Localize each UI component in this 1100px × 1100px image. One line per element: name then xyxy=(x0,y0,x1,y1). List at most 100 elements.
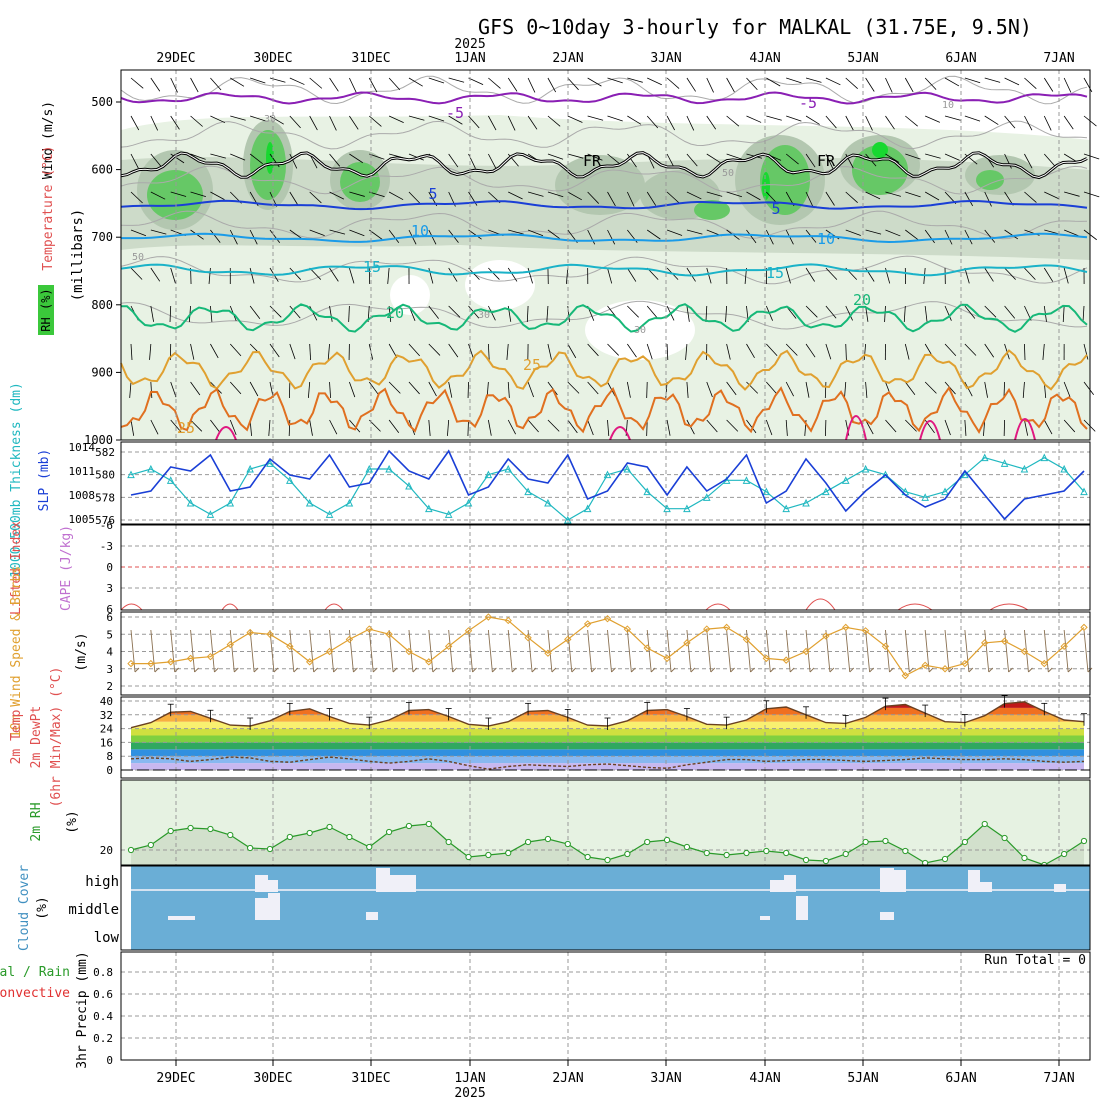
rh2m-point-39 xyxy=(902,847,909,855)
rh-contour-5 xyxy=(120,300,1088,330)
wind10m-barb-17 xyxy=(468,629,473,673)
rh-very-high-area-0 xyxy=(147,170,203,220)
wind-barb-66 xyxy=(468,115,480,129)
wind-speed-point-5 xyxy=(226,640,234,649)
wind-speed-point-28 xyxy=(683,639,691,647)
wind-barb-437 xyxy=(1022,381,1025,398)
wind-barb-227 xyxy=(746,229,757,244)
wind-barb-450 xyxy=(309,419,313,436)
temp-band-3 xyxy=(131,742,1084,750)
wind-barb-442 xyxy=(150,419,159,435)
isotherm-label-3: FR xyxy=(817,152,836,170)
wind-barb-288 xyxy=(984,267,994,282)
wind-barb-236 xyxy=(924,229,935,244)
temp2m-frame xyxy=(120,696,1091,779)
wind-barb-452 xyxy=(349,419,361,433)
rh2m-point-41 xyxy=(941,855,949,863)
rh2m-point-22 xyxy=(564,840,571,848)
upper-air-left-label-0: Wind (m/s) xyxy=(41,101,56,179)
wind-barb-427 xyxy=(824,381,827,399)
temp2m-left-label-1: 2m DewPt xyxy=(29,706,44,769)
wind-barb-215 xyxy=(508,229,524,235)
upper-air-left-label-1: Temperature (°C) xyxy=(41,145,56,270)
wind10m-barb-23 xyxy=(587,629,593,673)
wind-barb-347 xyxy=(210,343,219,359)
wind-speed-point-46 xyxy=(1040,659,1048,668)
wind-barb-330 xyxy=(845,305,853,321)
wind-speed-point-16 xyxy=(444,642,453,651)
thickness-point-23 xyxy=(583,504,592,513)
wind10m-barb-44 xyxy=(1004,629,1010,673)
wind-barb-342 xyxy=(1082,305,1085,322)
wind-barb-445 xyxy=(210,419,221,433)
wind10m-barb-flag-29 xyxy=(710,667,716,673)
wind-barb-92 xyxy=(984,115,999,125)
wind-barb-360 xyxy=(468,343,475,360)
thickness-point-31 xyxy=(742,476,751,484)
isotherm-label-10: 20 xyxy=(386,304,404,322)
thickness-point-43 xyxy=(980,453,989,462)
wind-barb-379 xyxy=(845,343,847,361)
wind-barb-209 xyxy=(388,229,400,243)
wind-barb-395 xyxy=(190,381,201,396)
cloud-bar-6 xyxy=(784,875,796,892)
wind-barb-53 xyxy=(210,115,226,124)
wind-barb-351 xyxy=(289,343,296,360)
isotherm-line-3 xyxy=(121,232,1088,244)
wind10m-barb-flag-39 xyxy=(908,667,914,673)
wind10m-barb-9 xyxy=(309,629,315,673)
thickness-point-3 xyxy=(186,498,195,507)
rh2m-point-31 xyxy=(743,849,750,857)
wind-barb-233 xyxy=(865,229,882,235)
wind-speed-point-10 xyxy=(325,647,334,656)
wind10m-barb-flag-36 xyxy=(849,667,855,673)
wind-speed-point-20 xyxy=(524,633,532,642)
isotherm-label-8: 15 xyxy=(363,258,381,276)
wind-barb-224 xyxy=(686,229,703,235)
wind-barb-440 xyxy=(1083,381,1094,395)
wind-speed-point-4 xyxy=(206,652,215,661)
thickness-point-1 xyxy=(147,464,155,473)
wind-barb-77 xyxy=(686,115,695,131)
wind10m-barb-48 xyxy=(1083,629,1089,673)
wind10m-barb-25 xyxy=(626,629,632,673)
wind-speed-point-37 xyxy=(861,627,870,635)
rh2m-point-9 xyxy=(306,829,313,837)
li-bump-2 xyxy=(324,603,344,611)
wind-barb-6 xyxy=(249,77,266,84)
wind-barb-127 xyxy=(706,153,721,163)
wind-barb-157 xyxy=(329,191,345,200)
wind10m-barb-28 xyxy=(686,629,692,673)
wind-barb-41 xyxy=(944,77,960,87)
wind-speed-point-25 xyxy=(623,625,632,633)
wind-barb-159 xyxy=(369,191,385,198)
rh2m-point-16 xyxy=(445,838,452,846)
wind-barb-334 xyxy=(924,305,928,322)
wind-barb-364 xyxy=(547,343,552,360)
wind-barb-371 xyxy=(685,343,688,360)
wind10m-barb-flag-10 xyxy=(333,667,338,673)
wind-speed-point-44 xyxy=(1000,637,1009,645)
wind-barb-258 xyxy=(387,267,390,284)
wind-speed-point-31 xyxy=(742,635,751,644)
wind-speed-point-26 xyxy=(643,644,651,652)
precip-left-label-0: 3hr Precip (mm) xyxy=(75,951,90,1068)
wind-speed-point-27 xyxy=(663,654,671,663)
thickness-point-47 xyxy=(1060,464,1068,473)
isotherm-label-2: FR xyxy=(583,152,602,170)
wind-barb-341 xyxy=(1062,305,1065,322)
date-label-top-2: 31DEC xyxy=(351,51,390,66)
slp-thickness-left-label-0: 1000-500mb Thickness (dm) xyxy=(9,382,24,578)
thickness-tick-label-0: 582 xyxy=(95,446,115,459)
thickness-point-5 xyxy=(226,498,235,507)
cape-li-left-label-1: CAPE (J/kg) xyxy=(59,525,74,611)
wind-barb-22 xyxy=(567,77,579,91)
wind-barb-158 xyxy=(349,191,365,197)
rh-legend-swatch xyxy=(38,285,54,335)
wind-barb-482 xyxy=(944,419,951,436)
wind10m-barb-flag-12 xyxy=(372,667,378,673)
wind10m-barb-16 xyxy=(448,629,454,673)
wind-barb-47 xyxy=(1063,77,1072,93)
wind-barb-373 xyxy=(726,343,731,360)
wind-barb-435 xyxy=(984,381,988,398)
